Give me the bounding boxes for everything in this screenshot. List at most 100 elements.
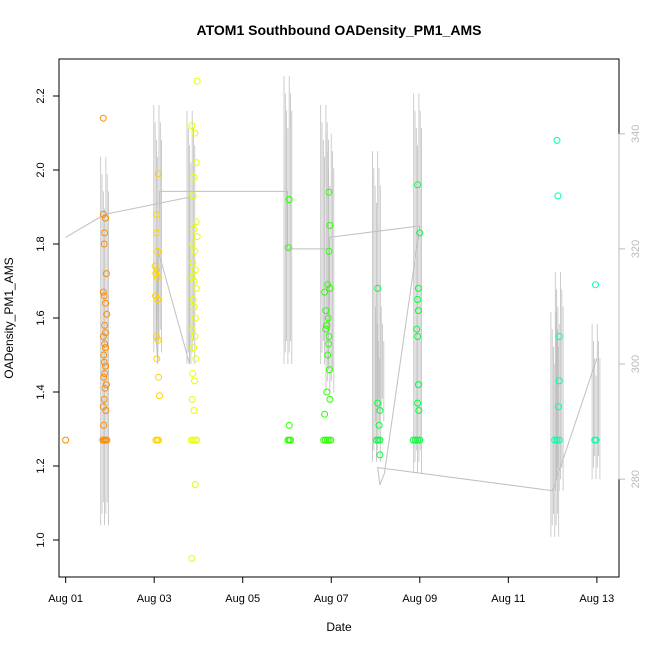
scatter-point bbox=[102, 362, 109, 370]
scatter-point bbox=[190, 277, 198, 285]
scatter-point bbox=[101, 384, 109, 392]
x-tick-label: Aug 01 bbox=[48, 593, 83, 605]
scatter-point bbox=[153, 266, 161, 274]
scatter-point bbox=[554, 403, 562, 411]
scatter-point bbox=[375, 421, 383, 429]
x-tick-label: Aug 03 bbox=[137, 593, 172, 605]
scatter-point bbox=[414, 399, 422, 407]
scatter-point bbox=[192, 284, 200, 292]
scatter-points bbox=[62, 77, 600, 562]
scatter-point bbox=[188, 240, 196, 248]
scatter-point bbox=[414, 296, 422, 303]
scatter-point bbox=[62, 436, 70, 444]
right-tick-label: 340 bbox=[630, 125, 642, 143]
scatter-point bbox=[100, 421, 108, 429]
y-tick-label: 1.8 bbox=[35, 236, 47, 251]
x-axis: Aug 01 Aug 03 Aug 05 Aug 07 Aug 09 Aug 11 Aug … bbox=[48, 576, 614, 605]
scatter-point bbox=[100, 240, 108, 248]
scatter-point bbox=[152, 292, 159, 300]
scatter-point bbox=[326, 366, 333, 374]
scatter-point bbox=[414, 333, 422, 340]
x-tick-label: Aug 05 bbox=[225, 593, 260, 605]
scatter-point bbox=[325, 333, 333, 340]
y-tick-label: 1.2 bbox=[35, 458, 47, 473]
scatter-point bbox=[188, 555, 196, 562]
scatter-point bbox=[190, 407, 198, 414]
scatter-point bbox=[414, 181, 422, 189]
scatter-point bbox=[102, 381, 110, 389]
scatter-point bbox=[103, 310, 111, 318]
y-tick-label: 2.0 bbox=[35, 162, 47, 177]
scatter-point bbox=[376, 436, 384, 444]
scatter-point bbox=[102, 270, 110, 278]
chart-title: ATOM1 Southbound OADensity_PM1_AMS bbox=[197, 22, 482, 38]
scatter-point bbox=[415, 307, 422, 315]
scatter-point bbox=[415, 407, 423, 414]
scatter-point bbox=[416, 436, 424, 444]
scatter-point bbox=[103, 436, 111, 444]
x-tick-label: Aug 11 bbox=[491, 593, 525, 605]
scatter-point bbox=[152, 210, 160, 218]
scatter-point bbox=[324, 281, 332, 289]
scatter-point bbox=[189, 192, 197, 200]
scatter-point bbox=[153, 355, 161, 363]
x-tick-label: Aug 07 bbox=[314, 593, 349, 605]
scatter-point bbox=[152, 229, 160, 237]
scatter-point bbox=[193, 436, 201, 444]
scatter-point bbox=[153, 273, 161, 281]
scatter-point bbox=[191, 266, 199, 274]
scatter-point bbox=[188, 325, 196, 333]
scatter-point bbox=[192, 355, 200, 363]
right-axis: 280 300 320 340 bbox=[618, 125, 642, 488]
scatter-point bbox=[322, 325, 330, 333]
scatter-point bbox=[154, 296, 162, 303]
scatter-point bbox=[188, 395, 196, 403]
scatter-point bbox=[416, 229, 424, 237]
scatter-point bbox=[155, 373, 163, 381]
plot-area-frame bbox=[58, 58, 620, 578]
scatter-point bbox=[99, 114, 107, 122]
scatter-point bbox=[190, 303, 198, 311]
scatter-point bbox=[555, 436, 563, 444]
scatter-point bbox=[376, 407, 384, 414]
scatter-point bbox=[555, 377, 563, 385]
scatter-point bbox=[154, 247, 162, 255]
scatter-point bbox=[326, 395, 334, 403]
scatter-point bbox=[100, 358, 108, 366]
x-tick-label: Aug 09 bbox=[402, 593, 437, 605]
scatter-point bbox=[326, 284, 334, 292]
scatter-point bbox=[188, 122, 196, 130]
scatter-point bbox=[411, 436, 419, 444]
y-tick-label: 1.0 bbox=[35, 532, 47, 547]
scatter-point bbox=[192, 218, 200, 226]
scatter-point bbox=[191, 333, 199, 340]
scatter-point bbox=[99, 333, 107, 340]
scatter-point bbox=[191, 481, 199, 488]
scatter-point bbox=[189, 370, 197, 377]
scatter-point bbox=[152, 270, 160, 278]
scatter-point bbox=[156, 392, 163, 400]
scatter-point bbox=[324, 351, 332, 359]
y-tick-label: 2.2 bbox=[35, 88, 47, 103]
y-tick-label: 1.6 bbox=[35, 310, 47, 325]
scatter-point bbox=[287, 436, 294, 444]
scatter-point bbox=[102, 344, 109, 352]
scatter-point bbox=[325, 340, 333, 348]
scatter-point bbox=[285, 196, 293, 204]
scatter-point bbox=[193, 233, 201, 241]
scatter-point bbox=[99, 288, 107, 296]
scatter-point bbox=[285, 421, 293, 429]
scatter-point bbox=[551, 436, 559, 444]
scatter-point bbox=[192, 159, 200, 167]
scatter-point bbox=[374, 399, 382, 407]
scatter-point bbox=[323, 321, 331, 329]
scatter-point bbox=[101, 370, 109, 377]
scatter-point bbox=[327, 436, 335, 444]
scatter-point bbox=[190, 344, 198, 352]
scatter-point bbox=[414, 436, 422, 444]
scatter-point bbox=[553, 436, 561, 444]
scatter-point bbox=[100, 292, 108, 300]
y-axis: 1.0 1.2 1.4 1.6 1.8 2.0 2.2 bbox=[35, 88, 59, 548]
scatter-point bbox=[102, 407, 110, 414]
